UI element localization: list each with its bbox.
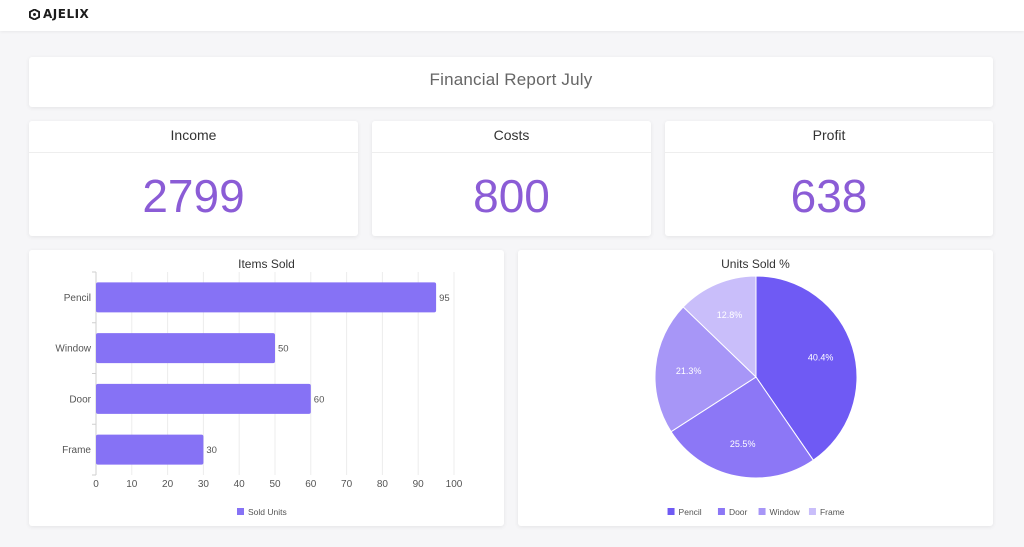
report-title-card: Financial Report July bbox=[29, 57, 993, 107]
bar-data-label: 30 bbox=[206, 445, 217, 456]
logo-icon bbox=[29, 8, 40, 20]
x-tick-label: 40 bbox=[234, 479, 246, 490]
pie-data-label: 21.3% bbox=[676, 366, 702, 376]
bar-window bbox=[96, 333, 275, 364]
pie-slice-door bbox=[670, 376, 814, 479]
legend-swatch bbox=[667, 508, 675, 515]
y-category-label: Pencil bbox=[64, 293, 91, 304]
legend-swatch bbox=[758, 508, 766, 515]
x-tick-label: 30 bbox=[198, 479, 210, 490]
x-tick-label: 100 bbox=[446, 479, 463, 490]
kpi-value-costs: 800 bbox=[473, 170, 550, 222]
items-sold-card: Items Sold 0 10 20 30 40 50 60 70 80 90 100 Pencil 9… bbox=[29, 250, 504, 526]
pie-chart-title: Units Sold % bbox=[721, 257, 790, 271]
legend-swatch bbox=[808, 508, 816, 515]
bar-data-label: 60 bbox=[314, 394, 325, 405]
pie-slice-window bbox=[654, 306, 757, 433]
kpi-card-profit: Profit 638 bbox=[665, 121, 993, 236]
x-tick-label: 90 bbox=[413, 479, 425, 490]
legend-label: Frame bbox=[820, 507, 845, 517]
kpi-label-costs: Costs bbox=[493, 127, 530, 143]
top-bar: AJELIX bbox=[0, 0, 1024, 31]
pie-slice-pencil bbox=[755, 275, 858, 461]
pie-data-label: 40.4% bbox=[808, 352, 834, 362]
bar-data-label: 95 bbox=[439, 293, 450, 304]
kpi-header: Costs bbox=[372, 121, 651, 153]
legend-swatch bbox=[717, 508, 725, 515]
legend-label: Window bbox=[770, 507, 801, 517]
logo[interactable]: AJELIX bbox=[29, 7, 89, 21]
report-title: Financial Report July bbox=[429, 70, 593, 89]
bar-chart-title: Items Sold bbox=[238, 257, 295, 271]
kpi-card-income: Income 2799 bbox=[29, 121, 358, 236]
units-sold-pie-chart: 40.4% 25.5% 21.3% 12.8% Pencil Door Window Fram… bbox=[654, 275, 858, 517]
kpi-value-profit: 638 bbox=[790, 170, 868, 222]
kpi-label-profit: Profit bbox=[812, 127, 846, 143]
bar-pencil bbox=[96, 282, 437, 313]
logo-text: AJELIX bbox=[43, 7, 90, 21]
kpi-header: Income bbox=[29, 121, 358, 153]
x-tick-label: 0 bbox=[93, 479, 99, 490]
kpi-value-income: 2799 bbox=[142, 170, 245, 222]
items-sold-bar-chart: 0 10 20 30 40 50 60 70 80 90 100 Pencil 95 Window 50 Do… bbox=[55, 271, 463, 517]
y-category-label: Frame bbox=[62, 445, 91, 456]
y-category-label: Door bbox=[69, 394, 91, 405]
kpi-label-income: Income bbox=[170, 127, 217, 143]
kpi-header: Profit bbox=[665, 121, 993, 153]
pie-data-label: 25.5% bbox=[730, 439, 756, 449]
legend-label: Pencil bbox=[679, 507, 702, 517]
x-tick-label: 70 bbox=[341, 479, 353, 490]
x-tick-label: 50 bbox=[269, 479, 281, 490]
x-tick-label: 20 bbox=[162, 479, 174, 490]
bar-frame bbox=[96, 434, 204, 465]
y-category-label: Window bbox=[55, 344, 91, 355]
units-sold-card: Units Sold % 40.4% 25.5% 21.3% 12.8% Pencil D… bbox=[518, 250, 993, 526]
legend-label: Door bbox=[729, 507, 748, 517]
bar-data-label: 50 bbox=[278, 344, 289, 355]
kpi-card-costs: Costs 800 bbox=[372, 121, 651, 236]
x-tick-label: 80 bbox=[377, 479, 389, 490]
legend-swatch bbox=[237, 508, 244, 515]
x-tick-label: 10 bbox=[126, 479, 138, 490]
pie-data-label: 12.8% bbox=[717, 310, 743, 320]
legend-label: Sold Units bbox=[248, 507, 287, 517]
x-tick-label: 60 bbox=[305, 479, 317, 490]
bar-door bbox=[96, 383, 311, 414]
pie-slice-frame bbox=[682, 275, 757, 379]
